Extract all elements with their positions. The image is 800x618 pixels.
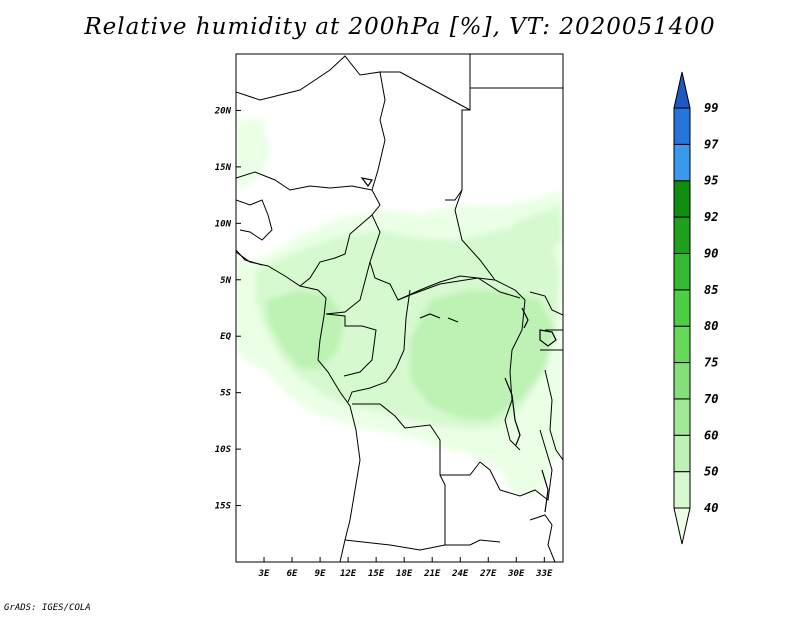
lake-tanganyika — [504, 377, 521, 446]
colorbar-segment — [673, 507, 691, 545]
lon-tick-label: 15E — [368, 569, 385, 579]
boundary-car-sudan — [454, 189, 526, 301]
colorbar-segment — [673, 143, 691, 182]
colorbar-segment — [673, 362, 691, 400]
lake-malawi — [541, 469, 549, 513]
colorbar-label: 70 — [704, 392, 718, 406]
boundary-gabon-congo — [325, 313, 377, 377]
lake-victoria — [539, 329, 557, 347]
lon-tick-label: 9E — [315, 569, 326, 579]
lon-tick-label: 12E — [340, 569, 357, 579]
lon-tick-label: 3E — [258, 569, 270, 579]
boundary-namibia — [344, 539, 446, 551]
colorbar: 40 50 60 70 75 80 85 90 92 95 97 99 — [673, 71, 719, 545]
lat-tick-label: 20N — [214, 106, 232, 116]
boundary-niger-nigeria — [236, 171, 373, 191]
lat-tick-label: 15S — [215, 502, 232, 512]
map-frame — [235, 53, 564, 563]
longitude-ticks: 3E 6E 9E 12E 15E 18E 21E 24E 27E 30E 33E — [258, 557, 553, 579]
humidity-region-east — [410, 290, 555, 420]
colorbar-label: 90 — [704, 246, 718, 260]
boundary-zambia-east — [479, 429, 553, 501]
colorbar-segment — [673, 289, 691, 327]
colorbar-label: 99 — [704, 101, 718, 115]
lat-tick-label: 10N — [215, 219, 232, 229]
boundary-cameroon-car — [325, 261, 371, 315]
boundary-angola-drc — [352, 403, 481, 476]
colorbar-label: 40 — [704, 501, 718, 515]
colorbar-segment — [673, 471, 691, 509]
colorbar-segment — [673, 252, 691, 291]
boundary-niger-algeria — [236, 55, 386, 141]
colorbar-segment — [673, 71, 691, 109]
boundary-angola-zambia — [439, 474, 501, 546]
colorbar-label: 85 — [704, 283, 718, 297]
country-boundaries — [236, 54, 563, 562]
humidity-region-west — [266, 290, 345, 370]
lake-albert — [521, 307, 529, 329]
colorbar-label: 50 — [704, 465, 718, 479]
latitude-ticks: 20N 15N 10N 5N EQ 5S 10S 15S — [214, 106, 241, 512]
river-congo — [419, 313, 459, 323]
boundary-mozambique — [529, 514, 556, 562]
lat-tick-label: 10S — [215, 445, 232, 455]
colorbar-label: 97 — [704, 137, 719, 151]
boundary-east-africa — [504, 299, 526, 451]
lon-tick-label: 6E — [287, 569, 298, 579]
lat-tick-label: 5N — [220, 276, 231, 286]
lon-tick-label: 30E — [507, 569, 525, 579]
coastline-west — [236, 251, 361, 562]
colorbar-segment — [673, 434, 691, 473]
colorbar-segment — [673, 107, 691, 145]
lon-tick-label: 24E — [451, 569, 469, 579]
boundary-congo-drc — [347, 289, 411, 403]
lon-tick-label: 21E — [423, 569, 441, 579]
colorbar-segment — [673, 398, 691, 436]
lat-tick-label: 15N — [215, 163, 232, 173]
boundary-uganda-kenya — [529, 291, 563, 351]
boundary-drc-north — [397, 277, 521, 301]
colorbar-label: 95 — [704, 174, 718, 188]
lat-tick-label: EQ — [220, 332, 231, 342]
chart-title: Relative humidity at 200hPa [%], VT: 202… — [84, 14, 716, 40]
boundary-chad — [369, 71, 496, 301]
boundary-tanzania — [544, 369, 563, 461]
lon-tick-label: 18E — [396, 569, 413, 579]
colorbar-segment — [673, 216, 691, 254]
colorbar-segment — [673, 180, 691, 218]
lon-tick-label: 27E — [479, 569, 497, 579]
humidity-patch-south — [500, 440, 550, 500]
credit-text: GrADS: IGES/COLA — [4, 603, 91, 613]
lakes — [360, 177, 557, 513]
colorbar-label: 60 — [704, 428, 718, 442]
boundary-west-africa — [236, 199, 273, 241]
humidity-patch-northwest — [236, 118, 270, 190]
lon-tick-label: 33E — [535, 569, 553, 579]
coast-gulf-of-guinea — [236, 249, 263, 266]
boundary-nigeria-cameroon — [299, 214, 373, 287]
lake-chad — [360, 177, 373, 188]
colorbar-label: 92 — [704, 210, 718, 224]
colorbar-label: 80 — [704, 319, 718, 333]
boundary-libya-sudan-egypt — [445, 54, 471, 201]
humidity-region-ne — [480, 205, 563, 270]
lat-tick-label: 5S — [220, 389, 231, 399]
colorbar-label: 75 — [704, 356, 718, 370]
colorbar-segment — [673, 325, 691, 364]
